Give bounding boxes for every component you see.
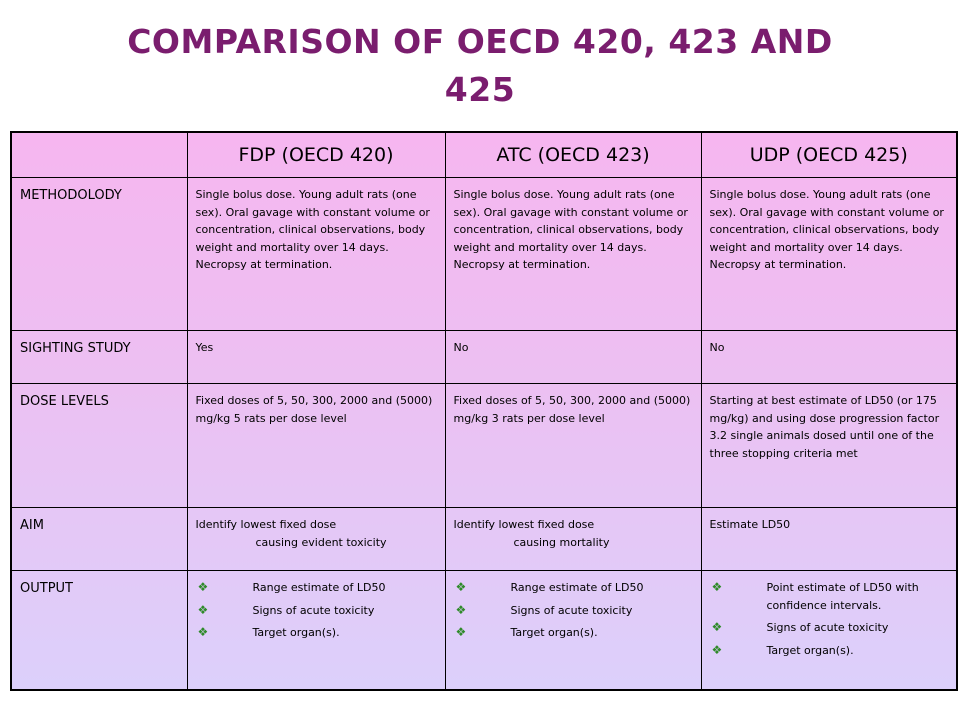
list-item: ❖ Range estimate of LD50 xyxy=(454,579,695,597)
row-label-sighting-study: SIGHTING STUDY xyxy=(10,330,188,384)
list-item: ❖ Target organ(s). xyxy=(196,624,439,642)
bullet-text: Point estimate of LD50 with confidence i… xyxy=(766,581,919,612)
bullet-text: Target organ(s). xyxy=(510,626,598,639)
cell-udp-dose: Starting at best estimate of LD50 (or 17… xyxy=(700,383,958,508)
page-title: COMPARISON OF OECD 420, 423 AND 425 xyxy=(0,18,960,114)
diamond-bullet-icon: ❖ xyxy=(711,580,723,594)
diamond-bullet-icon: ❖ xyxy=(455,602,467,617)
row-label-aim: AIM xyxy=(10,507,188,571)
table-row: METHODOLODY Single bolus dose. Young adu… xyxy=(10,177,958,331)
bullet-text: Range estimate of LD50 xyxy=(252,581,386,594)
diamond-bullet-icon: ❖ xyxy=(711,620,723,634)
bullet-text: Range estimate of LD50 xyxy=(510,581,644,594)
cell-udp-aim: Estimate LD50 xyxy=(700,507,958,571)
cell-udp-output: ❖ Point estimate of LD50 with confidence … xyxy=(700,570,958,691)
cell-udp-sighting: No xyxy=(700,330,958,384)
cell-atc-sighting: No xyxy=(444,330,702,384)
title-line-2: 425 xyxy=(444,70,516,109)
diamond-bullet-icon: ❖ xyxy=(455,580,467,594)
cell-fdp-sighting: Yes xyxy=(186,330,446,384)
aim-text-first: Identify lowest fixed dose xyxy=(195,518,337,531)
aim-text-first: Identify lowest fixed dose xyxy=(453,518,595,531)
cell-fdp-methodology: Single bolus dose. Young adult rats (one… xyxy=(186,177,446,331)
cell-udp-methodology: Single bolus dose. Young adult rats (one… xyxy=(700,177,958,331)
diamond-bullet-icon: ❖ xyxy=(197,625,209,639)
diamond-bullet-icon: ❖ xyxy=(455,625,467,639)
cell-atc-methodology: Single bolus dose. Young adult rats (one… xyxy=(444,177,702,331)
bullet-text: Target organ(s). xyxy=(252,626,340,639)
diamond-bullet-icon: ❖ xyxy=(711,642,723,657)
header-empty-cell xyxy=(10,131,188,178)
diamond-bullet-icon: ❖ xyxy=(197,580,209,594)
cell-atc-output: ❖ Range estimate of LD50 ❖ Signs of acute … xyxy=(444,570,702,691)
cell-fdp-aim: Identify lowest fixed dose causing evide… xyxy=(186,507,446,571)
row-label-dose-levels: DOSE LEVELS xyxy=(10,383,188,508)
list-item: ❖ Range estimate of LD50 xyxy=(196,579,439,597)
table-row: SIGHTING STUDY Yes No No xyxy=(10,330,958,384)
table-row: OUTPUT ❖ Range estimate of LD50 ❖ Signs of… xyxy=(10,570,958,691)
aim-text-first: Estimate LD50 xyxy=(709,518,791,531)
title-line-1: COMPARISON OF OECD 420, 423 AND xyxy=(127,22,833,61)
cell-atc-aim: Identify lowest fixed dose causing morta… xyxy=(444,507,702,571)
row-label-methodology: METHODOLODY xyxy=(10,177,188,331)
bullet-text: Signs of acute toxicity xyxy=(766,621,889,634)
comparison-table: FDP (OECD 420) ATC (OECD 423) UDP (OECD … xyxy=(10,131,958,691)
list-item: ❖ Signs of acute toxicity xyxy=(196,602,439,620)
table-row: AIM Identify lowest fixed dose causing e… xyxy=(10,507,958,571)
bullet-text: Signs of acute toxicity xyxy=(510,603,633,617)
aim-text-rest: causing mortality xyxy=(513,535,610,549)
list-item: ❖ Signs of acute toxicity xyxy=(710,619,951,637)
output-list-atc: ❖ Range estimate of LD50 ❖ Signs of acute … xyxy=(454,579,695,642)
cell-fdp-output: ❖ Range estimate of LD50 ❖ Signs of acute … xyxy=(186,570,446,691)
cell-fdp-dose: Fixed doses of 5, 50, 300, 2000 and (500… xyxy=(186,383,446,508)
table-header-row: FDP (OECD 420) ATC (OECD 423) UDP (OECD … xyxy=(10,131,958,178)
list-item: ❖ Target organ(s). xyxy=(710,642,951,660)
output-list-fdp: ❖ Range estimate of LD50 ❖ Signs of acute … xyxy=(196,579,439,642)
diamond-bullet-icon: ❖ xyxy=(197,602,209,617)
table-row: DOSE LEVELS Fixed doses of 5, 50, 300, 2… xyxy=(10,383,958,508)
bullet-text: Target organ(s). xyxy=(766,643,854,657)
aim-text-rest: causing evident toxicity xyxy=(255,535,387,549)
list-item: ❖ Target organ(s). xyxy=(454,624,695,642)
list-item: ❖ Point estimate of LD50 with confidence … xyxy=(710,579,951,614)
header-atc: ATC (OECD 423) xyxy=(444,131,702,178)
list-item: ❖ Signs of acute toxicity xyxy=(454,602,695,620)
output-list-udp: ❖ Point estimate of LD50 with confidence … xyxy=(710,579,951,659)
cell-atc-dose: Fixed doses of 5, 50, 300, 2000 and (500… xyxy=(444,383,702,508)
header-fdp: FDP (OECD 420) xyxy=(186,131,446,178)
header-udp: UDP (OECD 425) xyxy=(700,131,958,178)
bullet-text: Signs of acute toxicity xyxy=(252,603,375,617)
row-label-output: OUTPUT xyxy=(10,570,188,691)
